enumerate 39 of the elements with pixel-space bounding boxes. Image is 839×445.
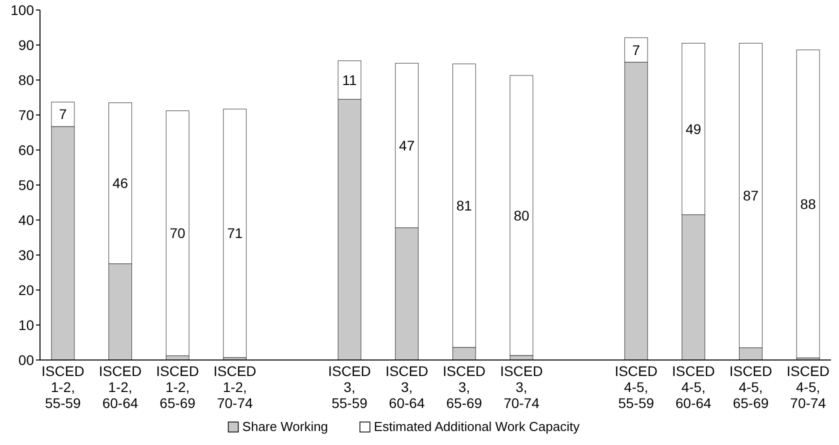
y-tick-label: 70 xyxy=(18,106,34,123)
x-tick-label: ISCED 4-5, 70-74 xyxy=(786,363,830,411)
legend-label: Estimated Additional Work Capacity xyxy=(374,419,580,434)
y-tick-label: 40 xyxy=(18,212,34,228)
y-tick-label: 10 xyxy=(18,316,34,333)
y-tick-label: 50 xyxy=(18,176,34,193)
data-label: 47 xyxy=(399,137,415,154)
data-label: 70 xyxy=(170,225,186,242)
x-tick-label: ISCED 1-2, 70-74 xyxy=(213,363,256,411)
x-tick-label: ISCED 3, 55-59 xyxy=(328,363,371,411)
x-tick-label: ISCED 1-2, 60-64 xyxy=(98,363,142,411)
data-label: 80 xyxy=(514,207,530,224)
data-label: 88 xyxy=(800,196,816,212)
bar xyxy=(510,75,534,356)
bar xyxy=(166,110,190,356)
x-tick-label: ISCED 4-5, 60-64 xyxy=(672,363,715,411)
legend-label: Share Working xyxy=(242,419,328,434)
data-label: 81 xyxy=(456,198,472,214)
y-tick-label: 00 xyxy=(18,352,34,368)
data-label: 71 xyxy=(227,225,243,242)
x-tick-label: ISCED 1-2, 55-59 xyxy=(42,363,84,411)
y-tick-label: 100 xyxy=(10,2,34,18)
data-label: 49 xyxy=(686,120,702,137)
data-label: 7 xyxy=(59,106,68,122)
x-tick-label: ISCED 3, 70-74 xyxy=(500,363,543,411)
x-tick-label: ISCED 3, 60-64 xyxy=(385,363,428,411)
y-tick-label: 30 xyxy=(18,246,34,263)
data-label: 7 xyxy=(632,42,640,58)
y-tick-label: 60 xyxy=(18,142,34,158)
x-tick-label: ISCED 4-5, 65-69 xyxy=(729,363,772,411)
x-tick-label: ISCED 4-5, 55-59 xyxy=(614,363,658,411)
data-label: 46 xyxy=(112,175,128,192)
y-tick-label: 20 xyxy=(18,282,34,298)
x-tick-label: ISCED 3, 65-69 xyxy=(442,363,486,411)
x-tick-label: ISCED 1-2, 65-69 xyxy=(156,363,199,411)
y-tick-label: 90 xyxy=(18,36,34,53)
data-label: 87 xyxy=(742,187,759,204)
y-tick-label: 80 xyxy=(18,72,34,88)
data-label: 11 xyxy=(342,72,357,88)
